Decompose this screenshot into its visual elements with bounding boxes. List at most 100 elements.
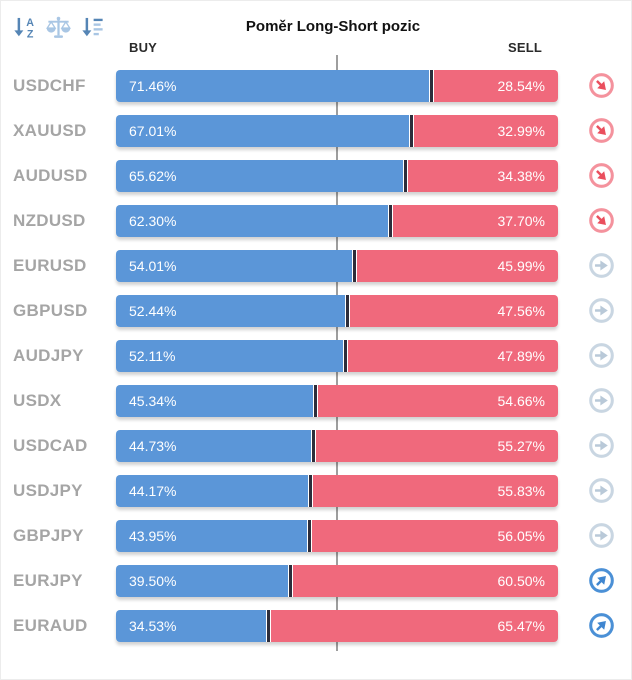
buy-bar-segment: 44.17% bbox=[116, 474, 309, 507]
pair-label: EURAUD bbox=[13, 615, 88, 635]
bar-divider bbox=[265, 609, 271, 642]
buy-value-label: 45.34% bbox=[129, 392, 177, 409]
buy-bar-segment: 65.62% bbox=[116, 159, 404, 192]
pair-row-nzdusd: NZDUSD 62.30% 37.70% bbox=[1, 198, 631, 243]
buy-value-label: 34.53% bbox=[129, 617, 177, 634]
pair-row-eurusd: EURUSD 54.01% 45.99% bbox=[1, 243, 631, 288]
pair-row-eurjpy: EURJPY 39.50% 60.50% bbox=[1, 558, 631, 603]
pair-row-usdchf: USDCHF 71.46% 28.54% bbox=[1, 63, 631, 108]
trend-down-icon bbox=[588, 72, 615, 99]
sell-value-label: 47.89% bbox=[497, 347, 545, 364]
long-short-bar: 44.17% 55.83% bbox=[116, 474, 558, 507]
bar-divider bbox=[388, 204, 394, 237]
buy-bar-segment: 54.01% bbox=[116, 249, 352, 282]
sell-bar-segment: 28.54% bbox=[433, 69, 558, 102]
pair-label: USDX bbox=[13, 390, 62, 410]
pair-label: EURJPY bbox=[13, 570, 83, 590]
pair-label: USDCAD bbox=[13, 435, 88, 455]
buy-bar-segment: 34.53% bbox=[116, 609, 266, 642]
trend-neutral-icon bbox=[588, 297, 615, 324]
buy-value-label: 52.44% bbox=[129, 302, 177, 319]
buy-bar-segment: 62.30% bbox=[116, 204, 389, 237]
long-short-bar: 65.62% 34.38% bbox=[116, 159, 558, 192]
sell-value-label: 54.66% bbox=[497, 392, 545, 409]
sell-value-label: 55.27% bbox=[497, 437, 545, 454]
buy-value-label: 54.01% bbox=[129, 257, 177, 274]
pair-row-usdx: USDX 45.34% 54.66% bbox=[1, 378, 631, 423]
sell-value-label: 28.54% bbox=[497, 77, 545, 94]
buy-value-label: 52.11% bbox=[129, 347, 176, 364]
trend-neutral-icon bbox=[588, 342, 615, 369]
sell-bar-segment: 54.66% bbox=[318, 384, 558, 417]
pair-row-audusd: AUDUSD 65.62% 34.38% bbox=[1, 153, 631, 198]
buy-bar-segment: 45.34% bbox=[116, 384, 314, 417]
sell-bar-segment: 47.56% bbox=[349, 294, 558, 327]
long-short-bar: 62.30% 37.70% bbox=[116, 204, 558, 237]
long-short-bar: 44.73% 55.27% bbox=[116, 429, 558, 462]
sell-bar-segment: 47.89% bbox=[348, 339, 558, 372]
long-short-bar: 52.11% 47.89% bbox=[116, 339, 558, 372]
sell-value-label: 45.99% bbox=[497, 257, 545, 274]
sell-value-label: 55.83% bbox=[497, 482, 545, 499]
sell-value-label: 65.47% bbox=[497, 617, 545, 634]
pair-row-gbpusd: GBPUSD 52.44% 47.56% bbox=[1, 288, 631, 333]
page-title: Poměr Long-Short pozic bbox=[245, 18, 421, 35]
buy-bar-segment: 52.11% bbox=[116, 339, 344, 372]
bar-divider bbox=[308, 474, 314, 507]
trend-neutral-icon bbox=[588, 477, 615, 504]
sell-value-label: 37.70% bbox=[497, 212, 545, 229]
sell-bar-segment: 60.50% bbox=[292, 564, 558, 597]
pair-row-euraud: EURAUD 34.53% 65.47% bbox=[1, 603, 631, 648]
trend-up-icon bbox=[588, 567, 615, 594]
buy-value-label: 39.50% bbox=[129, 572, 177, 589]
sell-bar-segment: 45.99% bbox=[356, 249, 558, 282]
pair-row-gbpjpy: GBPJPY 43.95% 56.05% bbox=[1, 513, 631, 558]
pair-label: GBPJPY bbox=[13, 525, 84, 545]
buy-bar-segment: 44.73% bbox=[116, 429, 311, 462]
pair-label: EURUSD bbox=[13, 255, 87, 275]
long-short-bar: 34.53% 65.47% bbox=[116, 609, 558, 642]
trend-neutral-icon bbox=[588, 252, 615, 279]
sell-column-header: SELL bbox=[508, 40, 543, 55]
pair-rows: USDCHF 71.46% 28.54% XAUUSD 67.01% bbox=[1, 63, 631, 648]
bar-divider bbox=[351, 249, 357, 282]
balance-scale-icon[interactable] bbox=[45, 14, 72, 41]
pair-label: AUDUSD bbox=[13, 165, 88, 185]
buy-value-label: 43.95% bbox=[129, 527, 177, 544]
sell-bar-segment: 55.83% bbox=[313, 474, 558, 507]
pair-label: USDCHF bbox=[13, 75, 86, 95]
pair-row-usdjpy: USDJPY 44.17% 55.83% bbox=[1, 468, 631, 513]
pair-row-audjpy: AUDJPY 52.11% 47.89% bbox=[1, 333, 631, 378]
buy-bar-segment: 67.01% bbox=[116, 114, 410, 147]
bar-divider bbox=[310, 429, 316, 462]
bar-divider bbox=[287, 564, 293, 597]
pair-row-usdcad: USDCAD 44.73% 55.27% bbox=[1, 423, 631, 468]
sell-bar-segment: 56.05% bbox=[312, 519, 558, 552]
bar-divider bbox=[343, 339, 349, 372]
pair-label: USDJPY bbox=[13, 480, 83, 500]
toolbar: A Z bbox=[11, 14, 106, 41]
trend-down-icon bbox=[588, 162, 615, 189]
trend-neutral-icon bbox=[588, 522, 615, 549]
sell-value-label: 47.56% bbox=[497, 302, 545, 319]
buy-value-label: 65.62% bbox=[129, 167, 177, 184]
sell-bar-segment: 55.27% bbox=[315, 429, 558, 462]
svg-text:A: A bbox=[26, 17, 34, 29]
pair-row-xauusd: XAUUSD 67.01% 32.99% bbox=[1, 108, 631, 153]
sort-alphabetical-icon[interactable]: A Z bbox=[11, 14, 38, 41]
long-short-bar: 54.01% 45.99% bbox=[116, 249, 558, 282]
buy-bar-segment: 52.44% bbox=[116, 294, 345, 327]
bar-divider bbox=[344, 294, 350, 327]
long-short-bar: 45.34% 54.66% bbox=[116, 384, 558, 417]
buy-value-label: 44.17% bbox=[129, 482, 177, 499]
pair-label: AUDJPY bbox=[13, 345, 84, 365]
sell-bar-segment: 34.38% bbox=[408, 159, 558, 192]
sell-value-label: 34.38% bbox=[497, 167, 545, 184]
long-short-bar: 39.50% 60.50% bbox=[116, 564, 558, 597]
sort-amount-icon[interactable] bbox=[79, 14, 106, 41]
trend-down-icon bbox=[588, 117, 615, 144]
buy-column-header: BUY bbox=[129, 40, 158, 55]
bar-divider bbox=[313, 384, 319, 417]
long-short-bar: 52.44% 47.56% bbox=[116, 294, 558, 327]
